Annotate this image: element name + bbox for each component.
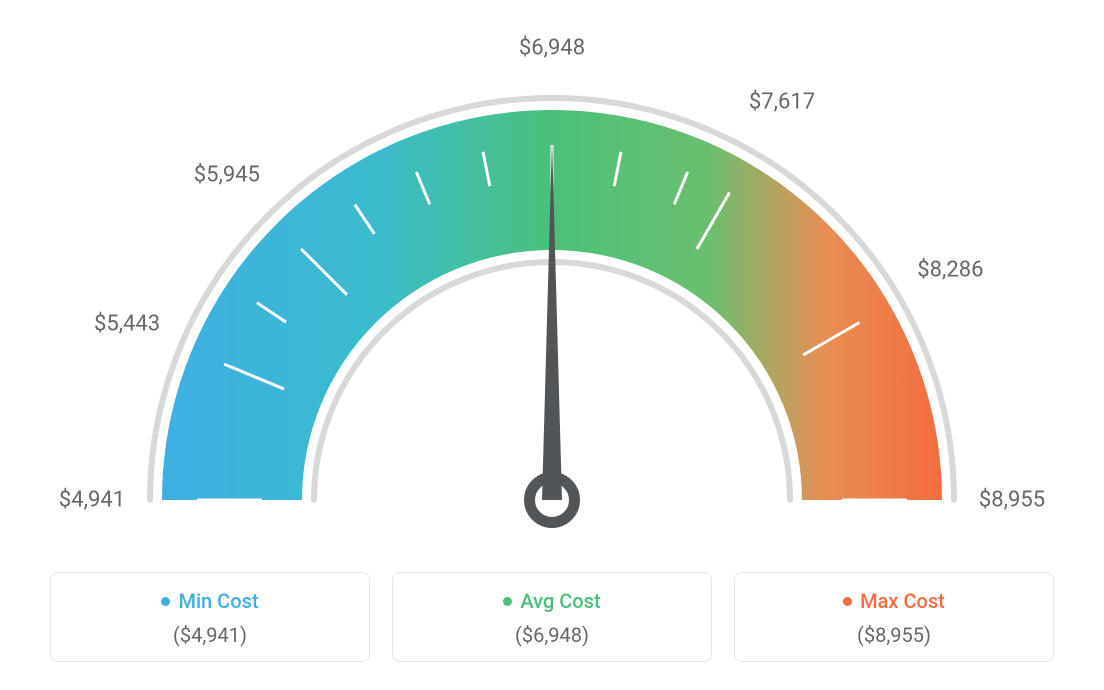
gauge-tick-label: $5,443 bbox=[94, 311, 160, 336]
legend-value-avg: ($6,948) bbox=[403, 623, 701, 647]
legend-value-min: ($4,941) bbox=[61, 623, 359, 647]
legend-title-avg: Avg Cost bbox=[503, 589, 600, 613]
legend-dot-avg bbox=[503, 597, 512, 606]
legend-card-min: Min Cost ($4,941) bbox=[50, 572, 370, 662]
legend-title-max-label: Max Cost bbox=[860, 589, 945, 613]
legend-dot-max bbox=[843, 597, 852, 606]
legend-dot-min bbox=[161, 597, 170, 606]
legend-card-avg: Avg Cost ($6,948) bbox=[392, 572, 712, 662]
gauge-tick-label: $8,286 bbox=[917, 258, 983, 283]
gauge-chart-container: $4,941 $5,443 $5,945 $6,948 $7,617 $8,286 $8,9… bbox=[0, 0, 1104, 690]
gauge-tick-label: $6,948 bbox=[519, 36, 585, 61]
legend-value-max: ($8,955) bbox=[745, 623, 1043, 647]
gauge-tick-label: $8,955 bbox=[979, 488, 1045, 513]
legend-title-min: Min Cost bbox=[161, 589, 258, 613]
legend-title-avg-label: Avg Cost bbox=[520, 589, 600, 613]
legend-title-max: Max Cost bbox=[843, 589, 945, 613]
legend-row: Min Cost ($4,941) Avg Cost ($6,948) Max … bbox=[50, 572, 1054, 662]
legend-title-min-label: Min Cost bbox=[178, 589, 258, 613]
gauge-tick-label: $4,941 bbox=[59, 488, 125, 513]
gauge-tick-label: $7,617 bbox=[749, 89, 815, 114]
gauge-tick-label: $5,945 bbox=[194, 162, 260, 187]
legend-card-max: Max Cost ($8,955) bbox=[734, 572, 1054, 662]
